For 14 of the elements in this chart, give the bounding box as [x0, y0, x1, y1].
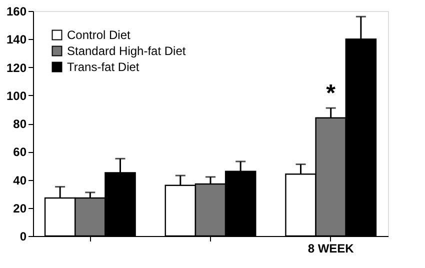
y-tick-label: 0 — [20, 230, 27, 244]
x-tick-label: 8 WEEK — [308, 242, 354, 256]
y-tick-label: 40 — [13, 173, 27, 188]
legend-label: Trans-fat Diet — [67, 60, 140, 74]
legend-label: Standard High-fat Diet — [67, 44, 186, 58]
y-tick-label: 80 — [13, 117, 27, 131]
annotation: * — [326, 80, 336, 108]
y-tick-label: 20 — [13, 201, 27, 216]
y-tick-label: 100 — [6, 88, 27, 103]
y-tick-label: 160 — [6, 4, 27, 18]
y-tick-label: 60 — [13, 145, 27, 160]
y-tick-label: 140 — [6, 32, 27, 47]
y-tick-label: 120 — [6, 60, 27, 75]
legend-label: Control Diet — [67, 28, 132, 42]
